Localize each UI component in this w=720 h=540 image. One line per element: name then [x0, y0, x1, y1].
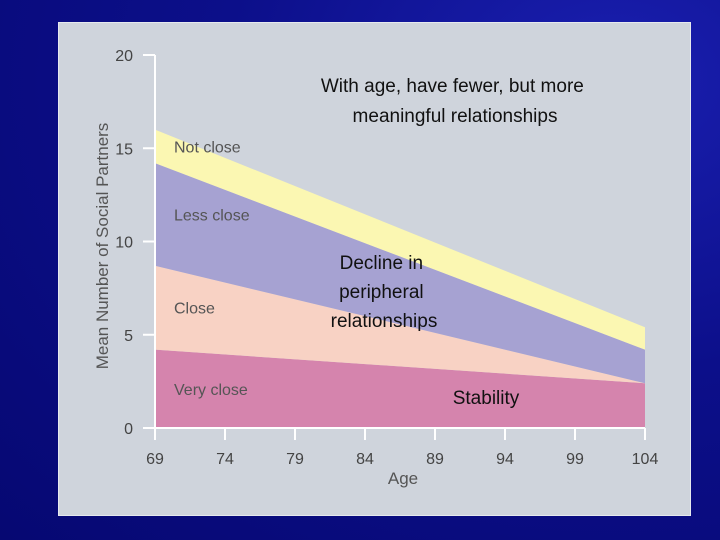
- annotation-peripheral-decline: Decline in peripheral relationships: [331, 253, 438, 332]
- y-tick-label: 10: [115, 235, 133, 252]
- y-axis-title: Mean Number of Social Partners: [93, 123, 112, 370]
- chart-areas: [155, 129, 645, 428]
- area-not-close: [155, 129, 645, 350]
- annotation-line: With age, have fewer, but more: [321, 76, 584, 97]
- chart-axes: 0 5 10 15 20 69 74 79 84 89 94 99 104: [115, 48, 658, 468]
- y-tick-label: 5: [124, 328, 133, 345]
- y-tick-label: 0: [124, 421, 133, 438]
- area-less-close: [155, 163, 645, 384]
- series-label-very-close: Very close: [174, 382, 248, 399]
- x-tick-label: 99: [566, 451, 584, 468]
- annotation-line: Decline in: [340, 253, 423, 274]
- y-tick-label: 20: [115, 48, 133, 65]
- annotation-line: Stability: [453, 388, 520, 409]
- y-tick-label: 15: [115, 141, 133, 158]
- x-tick-label: 94: [496, 451, 514, 468]
- series-label-close: Close: [174, 301, 215, 318]
- x-axis-title: Age: [388, 469, 418, 488]
- area-very-close: [155, 349, 645, 428]
- x-tick-label: 79: [286, 451, 304, 468]
- chart-labels: Very close Close Less close Not close: [174, 139, 250, 398]
- annotation-stability: Stability: [453, 388, 520, 409]
- annotation-line: meaningful relationships: [353, 106, 558, 127]
- annotation-fewer-meaningful: With age, have fewer, but more meaningfu…: [321, 76, 589, 127]
- x-tick-label: 74: [216, 451, 234, 468]
- x-tick-label: 84: [356, 451, 374, 468]
- x-tick-label: 69: [146, 451, 164, 468]
- annotation-line: relationships: [331, 311, 438, 332]
- x-tick-label: 104: [632, 451, 659, 468]
- annotation-line: peripheral: [339, 282, 424, 303]
- series-label-not-close: Not close: [174, 139, 241, 156]
- x-tick-label: 89: [426, 451, 444, 468]
- series-label-less-close: Less close: [174, 207, 250, 224]
